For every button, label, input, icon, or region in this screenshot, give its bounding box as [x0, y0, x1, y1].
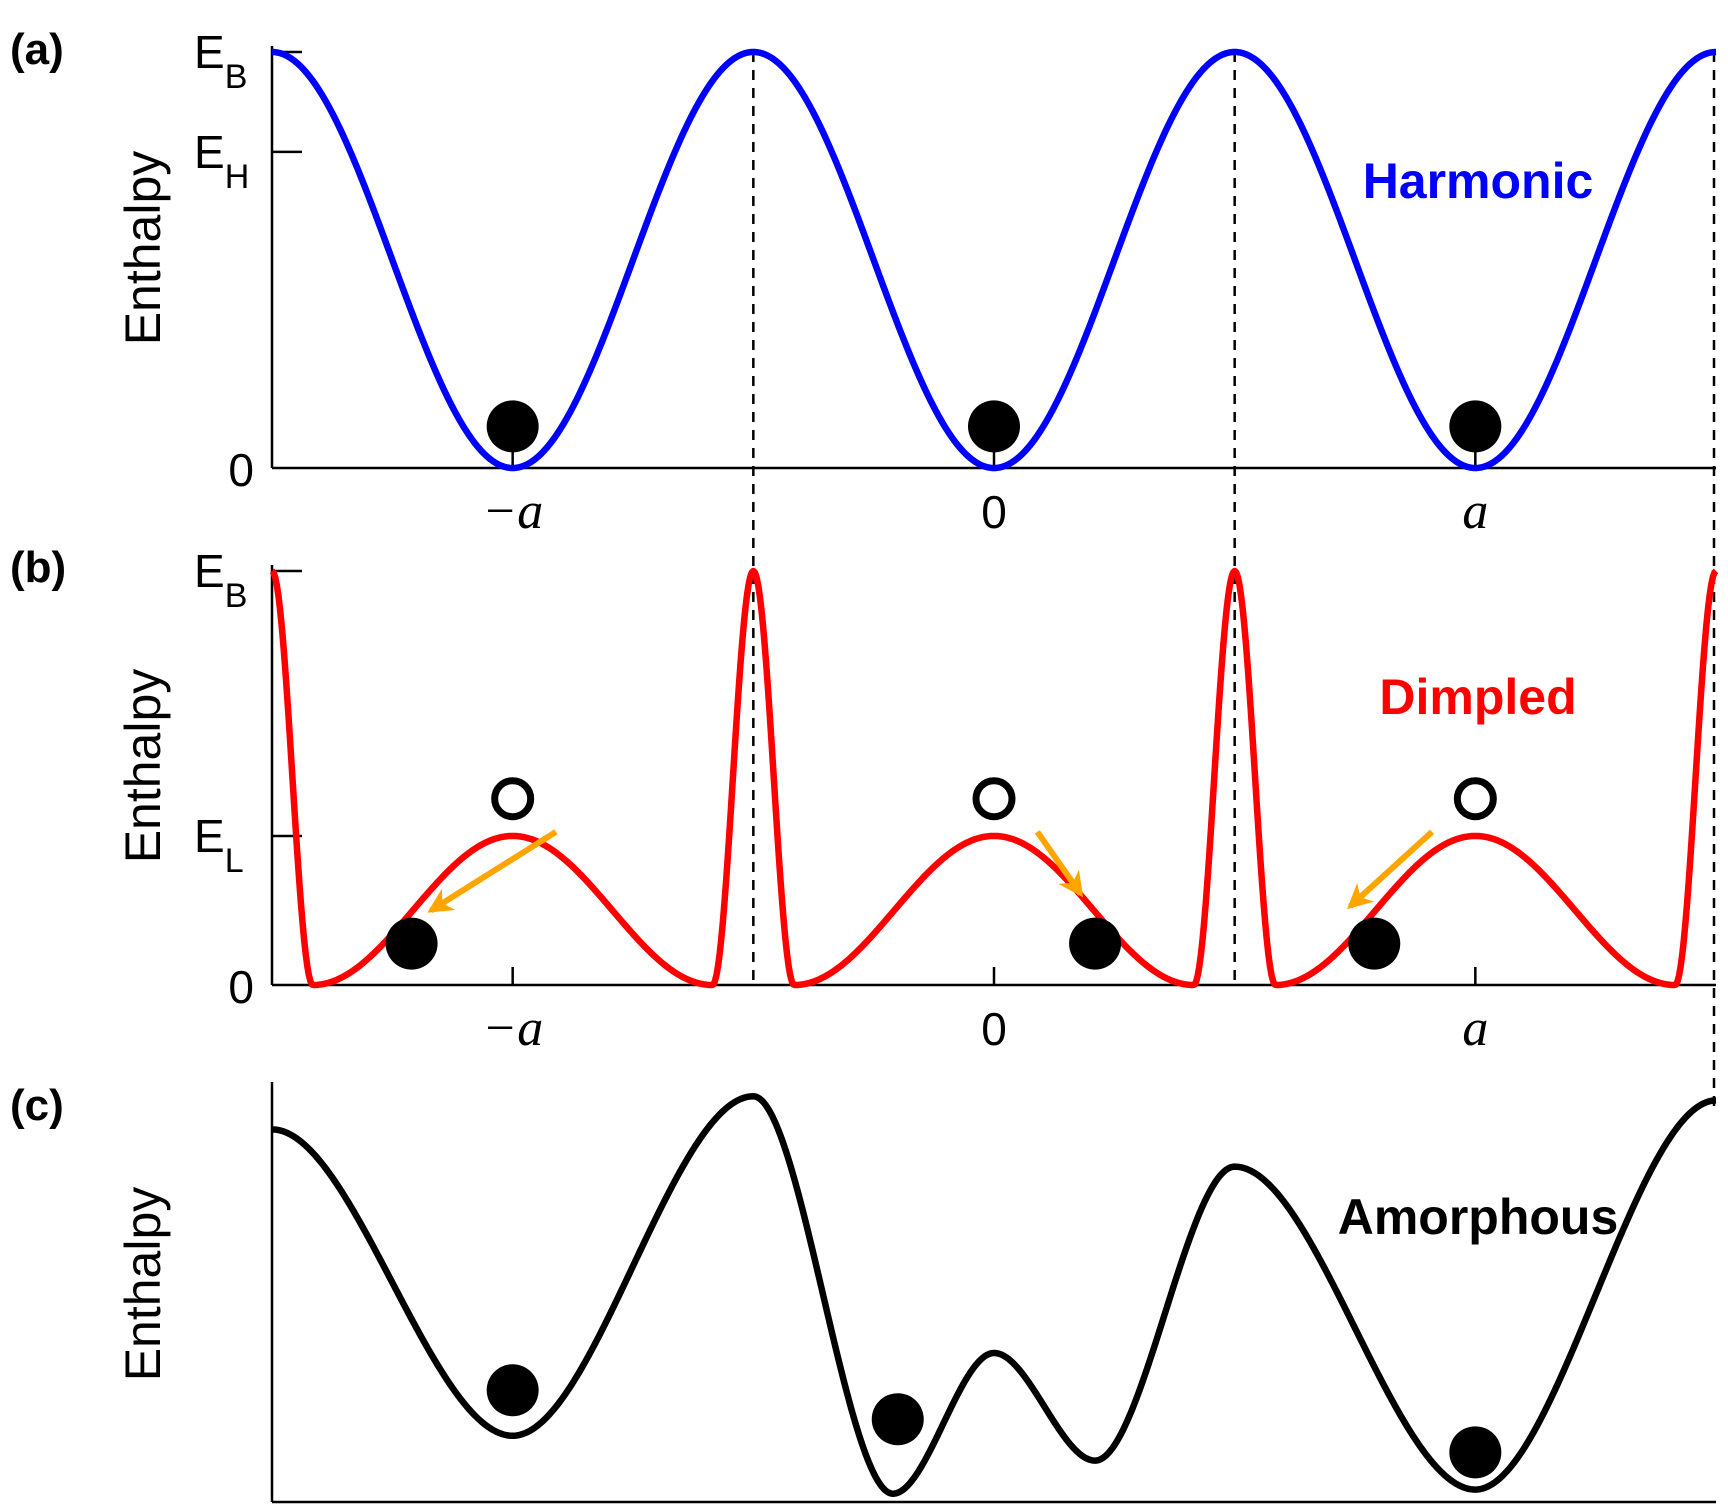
atom-ball-filled [486, 1364, 539, 1417]
y-tick-label: 0 [228, 444, 254, 496]
axes-c [270, 1082, 1716, 1504]
atom-ball-open [972, 777, 1016, 821]
atom-ball-filled [1449, 1426, 1502, 1479]
balls-b [385, 777, 1497, 970]
transition-arrow [1347, 829, 1435, 910]
curve-title-amorphous: Amorphous [1338, 1189, 1619, 1245]
atom-ball-filled [1449, 400, 1502, 453]
curve-a [270, 48, 1718, 472]
y-ticks-a: EB EH 0 [194, 26, 302, 496]
y-axis-label-b: Enthalpy [115, 669, 171, 864]
atom-ball-filled [871, 1393, 924, 1446]
x-tick-label: −a [482, 1000, 543, 1057]
panel-label-b: (b) [10, 543, 66, 592]
enthalpy-curve [270, 1093, 1718, 1497]
panel-c: (c) Enthalpy Amorphous [10, 1081, 1718, 1504]
atom-ball-filled [968, 400, 1020, 453]
enthalpy-curve [269, 567, 1719, 989]
y-axis-label-c: Enthalpy [115, 1187, 171, 1382]
y-tick-label: EB [194, 545, 247, 615]
panel-a: (a) Enthalpy Harmonic EB EH 0 −a 0 a [10, 25, 1718, 540]
atom-ball-open [1453, 777, 1497, 821]
y-tick-label: EB [194, 26, 247, 96]
panel-label-a: (a) [10, 25, 64, 74]
x-tick-label: a [1462, 1000, 1488, 1057]
curve-b [269, 567, 1719, 989]
x-tick-label: 0 [981, 486, 1007, 538]
panel-label-c: (c) [10, 1081, 64, 1130]
balls-c [486, 1364, 1502, 1479]
axes-b [270, 565, 1716, 987]
enthalpy-curve [270, 48, 1718, 472]
y-tick-label: EH [194, 126, 249, 196]
x-ticks-b: −a 0 a [482, 967, 1488, 1057]
atom-ball-filled [1069, 917, 1122, 970]
x-tick-label: 0 [981, 1003, 1007, 1055]
atom-ball-open [491, 777, 535, 821]
transition-arrow [1034, 830, 1084, 898]
transition-arrow [427, 829, 558, 914]
curve-c [270, 1093, 1718, 1497]
x-tick-label: −a [482, 483, 543, 540]
y-axis-label-a: Enthalpy [115, 151, 171, 346]
balls-a [486, 400, 1502, 453]
curve-title-harmonic: Harmonic [1363, 153, 1594, 209]
atom-ball-filled [1348, 917, 1401, 970]
atom-ball-filled [486, 400, 539, 453]
atom-ball-filled [385, 917, 438, 970]
y-ticks-b: EB EL 0 [194, 545, 302, 1013]
arrows-b [427, 829, 1435, 914]
y-tick-label: 0 [228, 961, 254, 1013]
x-tick-label: a [1462, 483, 1488, 540]
y-tick-label: EL [194, 810, 244, 880]
curve-title-dimpled: Dimpled [1379, 669, 1576, 725]
panel-b: (b) Enthalpy Dimpled EB EL 0 −a 0 a [10, 543, 1719, 1057]
